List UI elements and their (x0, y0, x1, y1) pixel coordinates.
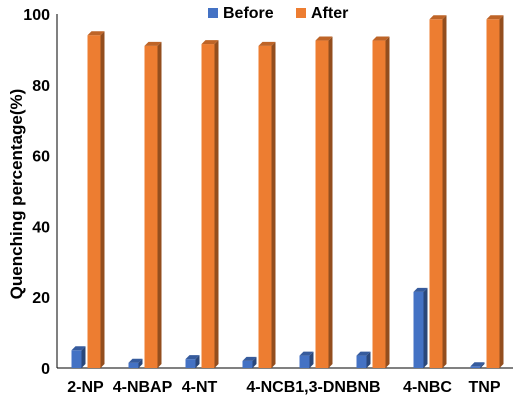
bar-side-after (499, 15, 504, 369)
bar-after (372, 40, 386, 369)
x-tick-labels: 2-NP 4-NBAP 4-NT 4-NCB1,3-DNBNB 4-NBC TNP (67, 379, 501, 396)
x-tick-label: 4-NCB1,3-DNBNB (246, 379, 380, 396)
x-tick-label: 4-NT (182, 379, 218, 396)
y-tick-label: 60 (32, 149, 50, 166)
x-tick-label: 2-NP (67, 379, 104, 396)
bar-before (413, 291, 424, 368)
bar-side-before (480, 362, 485, 368)
bar-side-before (423, 287, 428, 368)
legend: Before After (208, 5, 348, 22)
bar-side-after (214, 40, 219, 369)
bar-top-after (372, 36, 390, 41)
y-tick-label: 0 (41, 361, 50, 378)
bars (71, 15, 504, 369)
y-tick-label: 100 (23, 7, 50, 24)
bar-top-before (413, 287, 428, 292)
legend-swatch-before (208, 8, 218, 18)
bar-side-before (81, 346, 86, 368)
bar-side-after (442, 15, 447, 369)
bar-before (71, 350, 82, 368)
bar-after (87, 35, 101, 369)
legend-swatch-after (296, 8, 306, 18)
bar-top-before (299, 351, 314, 356)
bar-top-before (356, 351, 371, 356)
bar-after (315, 40, 329, 369)
bar-top-before (71, 346, 86, 351)
y-axis-label: Quenching percentage(%) (7, 89, 26, 300)
bar-after (429, 19, 443, 369)
bar-side-after (385, 36, 390, 369)
bar-after (201, 44, 215, 369)
x-tick-label: 4-NBAP (113, 379, 173, 396)
bar-after (258, 45, 272, 369)
bar-side-before (138, 358, 143, 368)
bar-top-after (201, 40, 219, 45)
bar-side-after (271, 41, 276, 369)
bar-top-after (144, 41, 162, 46)
bar-before (242, 360, 253, 368)
bar-top-before (128, 358, 143, 363)
bar-side-before (366, 351, 371, 368)
y-tick-label: 40 (32, 219, 50, 236)
x-tick-label: 4-NBC (403, 379, 452, 396)
bar-top-before (242, 356, 257, 361)
y-tick-labels: 0 20 40 60 80 100 (23, 7, 50, 378)
bar-before (299, 355, 310, 368)
bar-side-before (195, 355, 200, 368)
legend-label-after: After (311, 5, 348, 22)
y-tick-label: 20 (32, 290, 50, 307)
bar-side-after (157, 41, 162, 369)
bar-before (356, 355, 367, 368)
bar-before (185, 359, 196, 368)
bar-before (128, 362, 139, 368)
bar-before (470, 366, 481, 368)
y-tick-label: 80 (32, 78, 50, 95)
bar-after (486, 19, 500, 369)
x-tick-label: TNP (469, 379, 501, 396)
bar-top-after (486, 15, 504, 20)
bar-side-after (100, 31, 105, 369)
bar-side-after (328, 36, 333, 369)
bar-top-after (429, 15, 447, 20)
bar-top-after (315, 36, 333, 41)
bar-top-before (470, 362, 485, 367)
bar-top-after (258, 41, 276, 46)
bar-side-before (309, 351, 314, 368)
bar-after (144, 45, 158, 369)
legend-label-before: Before (223, 5, 274, 22)
bar-side-before (252, 356, 257, 368)
bar-top-after (87, 31, 105, 36)
bar-top-before (185, 355, 200, 360)
